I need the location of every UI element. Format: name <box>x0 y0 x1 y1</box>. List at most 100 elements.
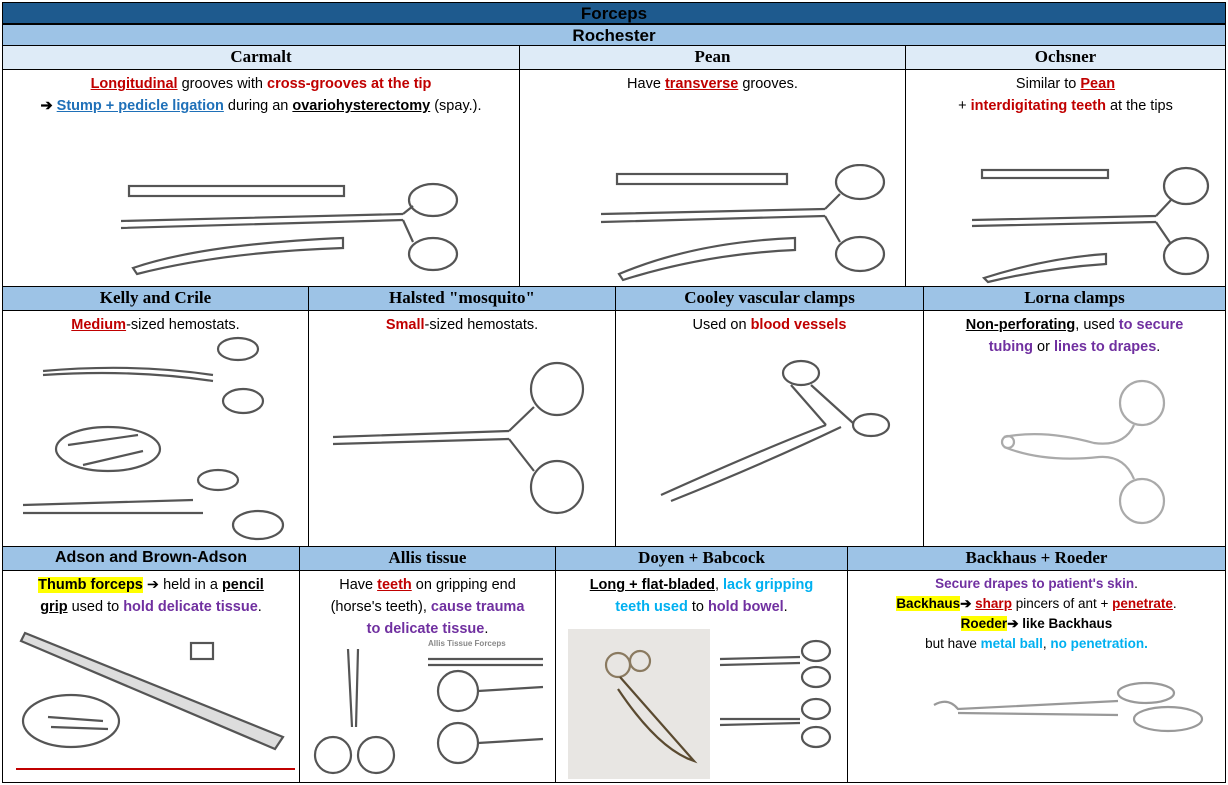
text-but-have: but have <box>925 636 981 651</box>
heading-adson: Adson and Brown-Adson <box>3 547 299 571</box>
text-delicate-tissue: to delicate tissue <box>366 621 485 637</box>
text-ochsner: Similar to Pean + interdigitating teeth … <box>906 70 1225 120</box>
text-sharp: sharp <box>975 596 1012 611</box>
row-tissue: Adson and Brown-Adson Thumb forceps ➔ he… <box>2 547 1226 783</box>
text-have: Have <box>627 76 665 92</box>
arrow-icon: ➔ <box>40 98 57 114</box>
text-teeth-used: teeth used <box>615 599 688 615</box>
heading-cooley: Cooley vascular clamps <box>616 287 923 311</box>
text-carmalt: Longitudinal grooves with cross-grooves … <box>3 70 519 120</box>
text-non-perforating: Non-perforating <box>965 317 1076 333</box>
ochsner-forceps-image <box>971 166 1210 284</box>
text-to-secure: to secure <box>1118 317 1184 333</box>
text-ovariohysterectomy: ovariohysterectomy <box>292 98 431 114</box>
text-adson: Thumb forceps ➔ held in a pencil grip us… <box>3 571 299 621</box>
text-transverse: transverse <box>664 76 739 92</box>
text-period: . <box>257 599 262 615</box>
cell-doyen: Doyen + Babcock Long + flat-bladed, lack… <box>556 547 848 783</box>
text-grooves: grooves with <box>177 76 268 92</box>
text-thumb-forceps: Thumb forceps <box>38 577 143 593</box>
text-hold-delicate: hold delicate tissue <box>123 599 258 615</box>
heading-allis: Allis tissue <box>300 547 555 571</box>
text-or: or <box>1032 339 1054 355</box>
cell-carmalt: Carmalt Longitudinal grooves with cross-… <box>2 46 520 287</box>
text-grip: grip <box>40 599 68 615</box>
text-kelly: Medium-sized hemostats. <box>3 311 308 339</box>
text-to: to <box>687 599 708 615</box>
text-teeth: interdigitating teeth <box>970 98 1106 114</box>
cooley-clamp-image <box>660 359 891 503</box>
text-penetrate: penetrate <box>1112 596 1173 611</box>
backhaus-clamp-image <box>933 681 1204 733</box>
doyen-photo <box>568 629 710 779</box>
heading-pean: Pean <box>520 46 905 70</box>
text-cause-trauma: cause trauma <box>430 599 525 615</box>
text-like-backhaus: ➔ like Backhaus <box>1007 616 1113 631</box>
text-lack-gripping: lack gripping <box>723 577 814 593</box>
text-doyen: Long + flat-bladed, lack gripping teeth … <box>556 571 847 621</box>
text-stump: Stump + pedicle ligation <box>56 98 224 114</box>
text-used-to: used to <box>67 599 124 615</box>
heading-backhaus: Backhaus + Roeder <box>848 547 1225 571</box>
heading-kelly: Kelly and Crile <box>3 287 308 311</box>
text-cooley: Used on blood vessels <box>616 311 923 339</box>
allis-forceps-image <box>313 648 544 775</box>
heading-doyen: Doyen + Babcock <box>556 547 847 571</box>
heading-lorna: Lorna clamps <box>924 287 1225 311</box>
text-secure-drapes: Secure drapes to patient's skin <box>935 576 1135 591</box>
text-period: . <box>484 621 489 637</box>
text-medium: Medium <box>71 317 127 333</box>
kelly-forceps-image <box>22 336 285 541</box>
halsted-forceps-image <box>332 361 585 515</box>
carmalt-forceps-image <box>120 182 459 276</box>
text-tubing: tubing <box>988 339 1033 355</box>
text-pencil: pencil <box>221 577 264 593</box>
cell-cooley: Cooley vascular clamps Used on blood ves… <box>616 287 924 547</box>
text-no-penetration: no penetration. <box>1050 636 1148 651</box>
doyen-forceps-image <box>604 649 698 764</box>
text-during: during an <box>223 98 293 114</box>
heading-ochsner: Ochsner <box>906 46 1225 70</box>
arrow-icon: ➔ <box>960 596 976 611</box>
text-similar: Similar to <box>1015 76 1081 92</box>
cell-ochsner: Ochsner Similar to Pean + interdigitatin… <box>906 46 1226 287</box>
cell-allis: Allis tissue Have teeth on gripping end … <box>300 547 556 783</box>
cell-halsted: Halsted "mosquito" Small-sized hemostats… <box>309 287 616 547</box>
allis-image-label: Allis Tissue Forceps <box>428 639 506 648</box>
text-roeder: Roeder <box>960 616 1008 631</box>
text-blood-vessels: blood vessels <box>750 317 847 333</box>
text-tips: at the tips <box>1105 98 1173 114</box>
text-hemostats: -sized hemostats. <box>424 317 539 333</box>
text-pean: Have transverse grooves. <box>520 70 905 98</box>
row-rochester: Carmalt Longitudinal grooves with cross-… <box>2 46 1226 287</box>
text-backhaus: Secure drapes to patient's skin. Backhau… <box>848 571 1225 657</box>
text-comma: , <box>714 577 724 593</box>
text-used-on: Used on <box>692 317 751 333</box>
cell-pean: Pean Have transverse grooves. <box>520 46 906 287</box>
text-horses-teeth: (horse's teeth), <box>330 599 431 615</box>
text-long-flat: Long + flat-bladed <box>589 577 715 593</box>
text-pincers: pincers of ant + <box>1011 596 1113 611</box>
text-allis: Have teeth on gripping end (horse's teet… <box>300 571 555 643</box>
text-period: . <box>1172 596 1177 611</box>
adson-forceps-image <box>16 631 295 770</box>
text-plus: + <box>958 98 971 114</box>
cell-lorna: Lorna clamps Non-perforating, used to se… <box>924 287 1226 547</box>
text-comma: , <box>1042 636 1051 651</box>
text-lorna: Non-perforating, used to secure tubing o… <box>924 311 1225 361</box>
cell-kelly: Kelly and Crile Medium-sized hemostats. <box>2 287 309 547</box>
text-longitudinal: Longitudinal <box>90 76 178 92</box>
row-hemostats: Kelly and Crile Medium-sized hemostats. … <box>2 287 1226 547</box>
cell-backhaus: Backhaus + Roeder Secure drapes to patie… <box>848 547 1226 783</box>
text-halsted: Small-sized hemostats. <box>309 311 615 339</box>
cell-adson: Adson and Brown-Adson Thumb forceps ➔ he… <box>2 547 300 783</box>
text-cross-grooves: cross-grooves at the tip <box>267 76 432 92</box>
text-grooves: grooves. <box>738 76 798 92</box>
text-spay: (spay.). <box>430 98 482 114</box>
text-used: , used <box>1075 317 1119 333</box>
lorna-clamp-image <box>1000 379 1166 525</box>
text-held: ➔ held in a <box>142 577 222 593</box>
text-period: . <box>783 599 788 615</box>
babcock-forceps-image <box>719 639 832 749</box>
pean-forceps-image <box>600 164 886 282</box>
